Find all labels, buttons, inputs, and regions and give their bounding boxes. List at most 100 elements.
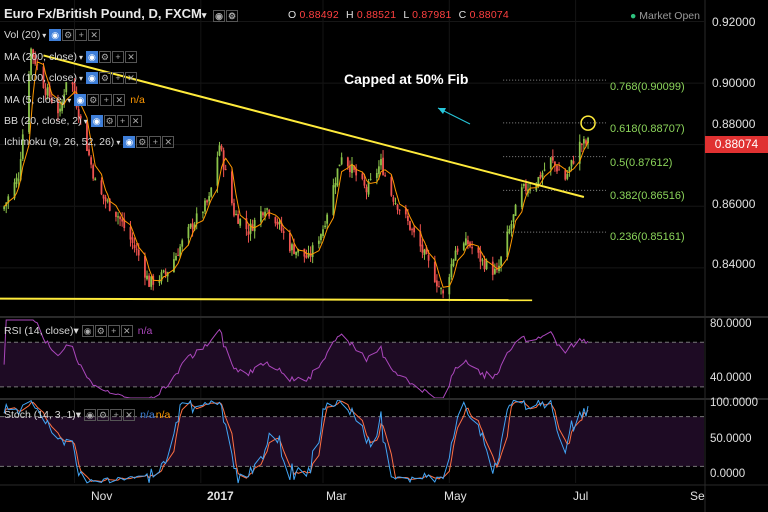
close-icon[interactable]: ✕ (113, 94, 126, 107)
candle-body (245, 218, 248, 230)
indicator-vol[interactable]: Vol (20) ▾ ◉ ⚙ + ✕ (4, 29, 101, 42)
candle-body (570, 159, 573, 167)
eye-icon[interactable]: ◉ (85, 51, 98, 64)
high-value: 0.88521 (356, 9, 397, 21)
settings-icon[interactable]: ⚙ (98, 72, 111, 85)
eye-icon[interactable]: ◉ (213, 9, 226, 22)
chevron-down-icon[interactable]: ▾ (78, 74, 83, 83)
stoch-k-line (3, 398, 589, 484)
settings-icon[interactable]: ⚙ (62, 29, 75, 42)
candle-body (462, 243, 465, 250)
indicator-ma100[interactable]: MA (100, close) ▾ ◉ ⚙ + ✕ (4, 72, 138, 85)
chevron-down-icon[interactable]: ▾ (201, 10, 207, 20)
fib-label-0236: 0.236(0.85161) (610, 231, 685, 243)
indicator-ma200[interactable]: MA (200, close) ▾ ◉ ⚙ + ✕ (4, 51, 138, 64)
candle-body (264, 211, 266, 217)
candle-body (48, 85, 51, 98)
stoch-band (0, 416, 704, 467)
indicator-label: Ichimoku (9, 26, 52, 26) (4, 136, 115, 148)
candle-body (71, 82, 74, 85)
chevron-down-icon[interactable]: ▾ (73, 325, 79, 337)
stoch-panel-title[interactable]: Stoch (14, 3, 1)▾ ◉ ⚙ + ✕ n/an/a (4, 409, 170, 422)
eye-icon[interactable]: ◉ (49, 29, 62, 42)
add-icon[interactable]: + (100, 94, 113, 107)
settings-icon[interactable]: ⚙ (87, 94, 100, 107)
settings-icon[interactable]: ⚙ (226, 9, 239, 22)
add-icon[interactable]: + (111, 51, 124, 64)
add-icon[interactable]: + (75, 29, 88, 42)
candle-body (467, 240, 469, 245)
settings-icon[interactable]: ⚙ (98, 51, 111, 64)
chevron-down-icon[interactable]: ▾ (78, 53, 83, 62)
candle-body (549, 157, 552, 169)
rsi-panel-title[interactable]: RSI (14, close)▾ ◉ ⚙ + ✕ n/a (4, 325, 152, 338)
candle-body (106, 200, 109, 202)
close-icon[interactable]: ✕ (88, 29, 101, 42)
chevron-down-icon[interactable]: ▾ (42, 31, 47, 40)
eye-icon[interactable]: ◉ (74, 94, 87, 107)
candle-body (349, 165, 351, 173)
candle-body (13, 182, 16, 199)
close-icon[interactable]: ✕ (162, 136, 175, 149)
candle-body (144, 256, 146, 278)
settings-icon[interactable]: ⚙ (97, 409, 110, 422)
candle-body (7, 196, 10, 203)
indicator-ma5[interactable]: MA (5, close) ▾ ◉ ⚙ + ✕ n/a (4, 94, 145, 107)
close-icon[interactable]: ✕ (124, 51, 137, 64)
chevron-down-icon[interactable]: ▾ (67, 96, 72, 105)
candle-body (175, 255, 177, 261)
candle-body (320, 234, 322, 241)
candle-body (435, 280, 438, 287)
add-icon[interactable]: + (116, 115, 129, 128)
settings-icon[interactable]: ⚙ (94, 325, 107, 338)
candle-body (580, 143, 583, 146)
candle-body (280, 222, 283, 231)
eye-icon[interactable]: ◉ (85, 72, 98, 85)
candle-body (295, 251, 297, 255)
fib-label-0618: 0.618(0.88707) (610, 123, 685, 135)
indicator-ichimoku[interactable]: Ichimoku (9, 26, 52, 26) ▾ ◉ ⚙ + ✕ (4, 136, 175, 149)
add-icon[interactable]: + (110, 409, 123, 422)
candle-body (481, 259, 484, 261)
eye-icon[interactable]: ◉ (84, 409, 97, 422)
symbol-title-text: Euro Fx/British Pound, D, FXCM (4, 6, 202, 21)
candle-body (266, 208, 269, 210)
ma-layer (3, 61, 589, 288)
chevron-down-icon[interactable]: ▾ (83, 117, 88, 126)
add-icon[interactable]: + (107, 325, 120, 338)
eye-icon[interactable]: ◉ (90, 115, 103, 128)
eye-icon[interactable]: ◉ (123, 136, 136, 149)
candle-body (419, 231, 422, 247)
ma5-line (3, 61, 589, 288)
highlight-circle (580, 115, 596, 131)
candle-body (427, 254, 430, 261)
status-dot-icon: ● (629, 10, 637, 22)
candle-body (307, 252, 310, 257)
close-icon[interactable]: ✕ (124, 72, 137, 85)
candle-body (21, 134, 24, 159)
candle-body (404, 208, 407, 215)
candle-body (456, 248, 459, 252)
chevron-down-icon[interactable]: ▾ (75, 409, 82, 421)
candle-body (324, 225, 326, 228)
close-icon[interactable]: ✕ (123, 409, 136, 422)
indicator-bb[interactable]: BB (20, close, 2) ▾ ◉ ⚙ + ✕ (4, 115, 143, 128)
chart-annotation[interactable]: Capped at 50% Fib (344, 71, 469, 87)
add-icon[interactable]: + (111, 72, 124, 85)
candle-body (353, 166, 355, 170)
candle-body (15, 177, 18, 184)
settings-icon[interactable]: ⚙ (103, 115, 116, 128)
chevron-down-icon[interactable]: ▾ (116, 138, 121, 147)
stoch-tick: 50.0000 (710, 433, 752, 445)
candle-body (510, 223, 513, 230)
add-icon[interactable]: + (149, 136, 162, 149)
close-icon[interactable]: ✕ (129, 115, 142, 128)
close-icon[interactable]: ✕ (120, 325, 133, 338)
candle-body (508, 228, 511, 233)
candle-body (514, 204, 517, 216)
candle-body (206, 200, 208, 203)
symbol-title[interactable]: Euro Fx/British Pound, D, FXCM▾ ◉ ⚙ (4, 6, 239, 22)
eye-icon[interactable]: ◉ (81, 325, 94, 338)
time-tick: May (444, 489, 467, 503)
settings-icon[interactable]: ⚙ (136, 136, 149, 149)
